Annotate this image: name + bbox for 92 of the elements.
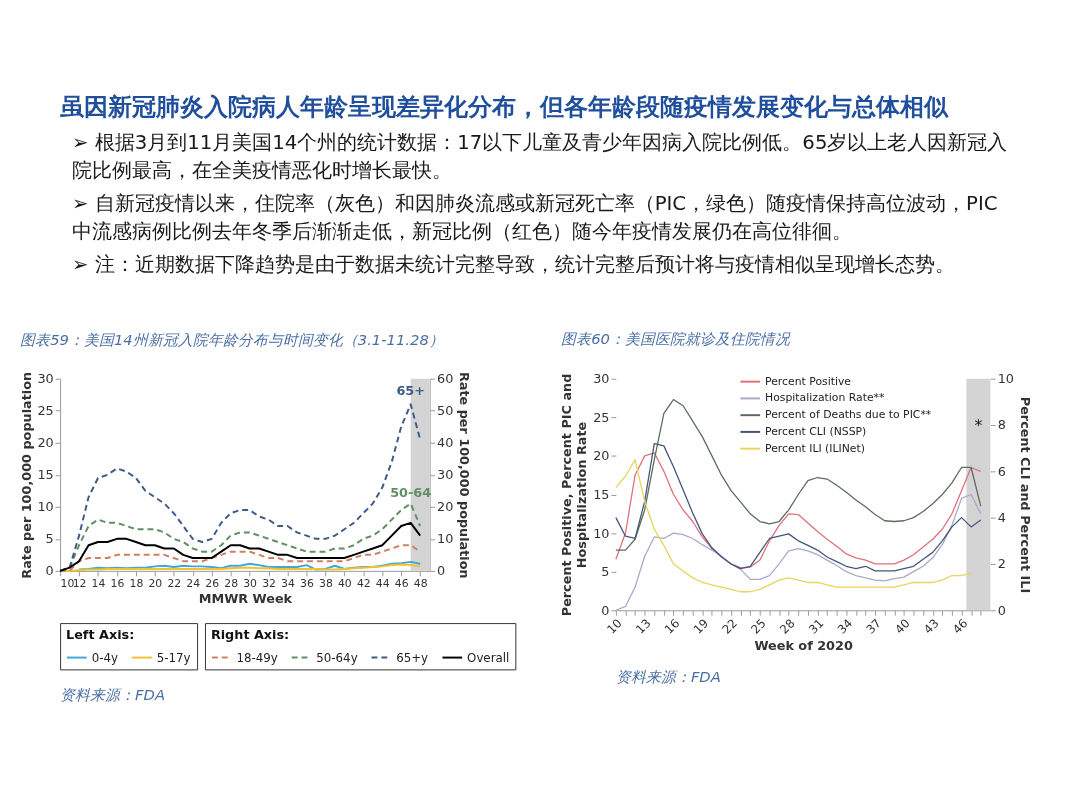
legend-label: 65+y — [396, 650, 429, 665]
x-tick-label: 28 — [777, 616, 798, 637]
y2-tick-label: 0 — [997, 602, 1006, 618]
legend-label: Hospitalization Rate** — [765, 391, 885, 405]
y2-tick-label: 0 — [437, 563, 446, 579]
y-tick-label: 20 — [37, 435, 54, 451]
x-tick-label: 28 — [224, 577, 239, 591]
x-tick-label: 16 — [661, 616, 683, 637]
y-tick-label: 30 — [37, 371, 54, 387]
x-tick-label: 16 — [110, 577, 125, 591]
y-tick-label: 15 — [37, 467, 54, 483]
line-series — [59, 521, 422, 572]
legend-label: Percent CLI (NSSP) — [765, 424, 867, 438]
x-axis-title: MMWR Week — [198, 590, 293, 606]
x-tick-label: 10 — [60, 577, 75, 591]
text: ➢ 根据3月到11月美国14个州的统计数据：17以下儿童及青少年因病入院比例低。65岁以上老人因新冠入院比例最高，在全美疫情恶化时增长最快。 — [71, 131, 1008, 182]
line-series — [615, 493, 982, 611]
y-tick-label: 10 — [593, 525, 610, 541]
chart-title: 图表59：美国14州新冠入院年龄分布与时间变化（3.1-11.28） — [20, 330, 444, 348]
x-tick-label: 18 — [129, 577, 144, 591]
x-tick-label: 37 — [863, 616, 884, 637]
text: 虽因新冠肺炎入院病人年龄呈现差异化分布，但各年龄段随疫情发展变化与总体相似 — [59, 92, 950, 121]
y2-tick-label: 4 — [997, 510, 1006, 526]
y2-tick-label: 20 — [437, 499, 454, 515]
x-tick-label: 34 — [834, 616, 856, 637]
x-tick-label: 25 — [748, 616, 769, 637]
x-tick-label: 38 — [319, 577, 333, 591]
x-tick-label: 13 — [633, 616, 654, 637]
y2-tick-label: 60 — [437, 371, 454, 387]
x-tick-label: 43 — [921, 616, 942, 637]
x-tick-label: 46 — [394, 577, 409, 591]
legend-label: Percent of Deaths due to PIC** — [765, 408, 932, 422]
legend-label: Percent Positive — [765, 374, 852, 388]
annotation: 50-64 — [390, 485, 432, 501]
text: Right Axis: — [210, 626, 290, 642]
legend-label: Overall — [467, 650, 510, 665]
x-tick-label: 40 — [892, 616, 913, 637]
line-series — [615, 459, 972, 593]
text: ➢ 注：近期数据下降趋势是由于数据未统计完整导致，统计完整后预计将与疫情相似呈现增长态势。 — [71, 253, 955, 277]
x-tick-label: 26 — [205, 577, 220, 591]
y2-tick-label: 40 — [437, 435, 454, 451]
x-tick-label: 32 — [262, 577, 276, 591]
y-tick-label: 15 — [593, 486, 610, 502]
legend-label: 0-4y — [91, 650, 118, 665]
x-tick-label: 24 — [186, 577, 201, 591]
x-tick-label: 46 — [949, 616, 971, 637]
x-tick-label: 36 — [300, 577, 314, 591]
legend-label: 50-64y — [316, 650, 358, 665]
text: 资料来源：FDA — [60, 685, 166, 703]
text: Left Axis: — [66, 626, 135, 642]
y-axis-title: Rate per 100,000 population — [18, 371, 34, 579]
x-tick-label: 34 — [281, 577, 295, 591]
y-tick-label: 30 — [593, 371, 610, 387]
x-tick-label: 22 — [167, 577, 182, 591]
annotation: 65+ — [396, 382, 425, 398]
legend-label: Percent ILI (ILINet) — [765, 441, 865, 455]
x-tick-label: 14 — [91, 577, 106, 591]
x-tick-label: 22 — [719, 616, 740, 637]
x-tick-label: 40 — [337, 577, 352, 591]
y-tick-label: 0 — [45, 563, 54, 579]
y2-tick-label: 50 — [437, 403, 454, 419]
band-label: * — [974, 415, 983, 435]
x-tick-label: 42 — [356, 577, 371, 591]
y-tick-label: 25 — [37, 403, 54, 419]
text: 资料来源：FDA — [615, 668, 721, 686]
y-tick-label: 5 — [601, 564, 610, 580]
legend-label: 18-49y — [236, 650, 278, 665]
x-tick-label: 44 — [375, 577, 390, 591]
y-tick-label: 5 — [45, 531, 54, 547]
y2-tick-label: 6 — [997, 463, 1006, 479]
y-tick-label: 10 — [37, 499, 54, 515]
x-axis-title: Week of 2020 — [754, 637, 853, 653]
y-tick-label: 25 — [593, 409, 610, 425]
line-series — [78, 560, 422, 571]
chart-title: 图表60：美国医院就诊及住院情况 — [561, 330, 791, 348]
x-tick-label: 19 — [690, 616, 712, 637]
y2-tick-label: 10 — [997, 371, 1015, 387]
text: ➢ 自新冠疫情以来，住院率（灰色）和因肺炎流感或新冠死亡率（PIC，绿色）随疫情保持高位波动，PIC中流感病例比例去年冬季后渐渐走低，新冠比例（红色）随今年疫情发展仍在高位徘徊。 — [71, 192, 998, 243]
y-tick-label: 0 — [601, 602, 610, 618]
y2-axis-title: Rate per 100,000 population — [457, 371, 473, 579]
y2-tick-label: 2 — [997, 556, 1006, 572]
y2-tick-label: 30 — [437, 467, 454, 483]
x-tick-label: 31 — [805, 616, 827, 637]
y2-tick-label: 8 — [997, 417, 1006, 433]
y-axis-title: Percent Positive, Percent PIC and Hospitalization Rate — [559, 373, 590, 617]
y2-tick-label: 10 — [437, 531, 454, 547]
x-tick-label: 30 — [243, 577, 258, 591]
y-tick-label: 20 — [593, 448, 610, 464]
y2-axis-title: Percent CLI and Percent ILI — [1017, 396, 1033, 594]
legend-label: 5-17y — [156, 650, 191, 665]
x-tick-label: 48 — [413, 577, 428, 591]
x-tick-label: 20 — [148, 577, 163, 591]
